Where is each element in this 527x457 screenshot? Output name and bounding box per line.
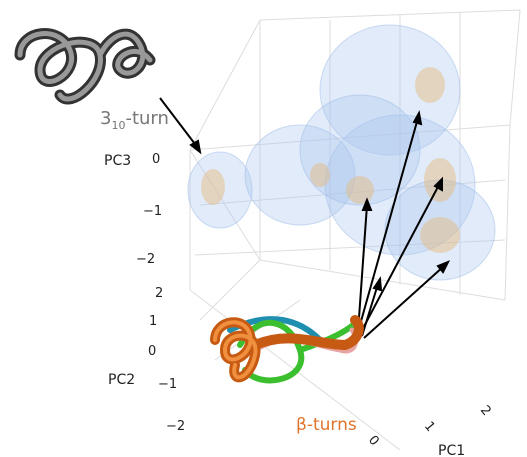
pc2-tick-label: −1 [158, 377, 177, 392]
turn-label: 310-turn [100, 108, 169, 132]
ribbon-beta [215, 319, 360, 380]
pc3-label: PC3 [104, 153, 131, 169]
pc1-tick-label: 2 [477, 403, 494, 419]
beta-label: β-turns [296, 415, 357, 435]
pc2-label: PC2 [108, 372, 135, 388]
turn-suffix: -turn [125, 108, 168, 129]
pc3-tick-label: 0 [152, 152, 160, 167]
pc1-tick-label: 1 [421, 419, 438, 435]
ribbon-310 [20, 34, 150, 99]
pc2-tick-label: −2 [166, 419, 185, 434]
pc2-tick-label: 2 [155, 286, 163, 301]
turn-main: 3 [100, 108, 111, 129]
pc2-tick-label: 0 [148, 344, 156, 359]
pc2-tick-label: 1 [149, 314, 157, 329]
pc3-tick-label: −2 [136, 252, 155, 267]
pc1-label: PC1 [438, 443, 465, 457]
figure: 310-turn β-turns PC3 PC2 PC1 0−1−2210−1−… [0, 0, 527, 457]
turn-sub: 10 [111, 119, 125, 132]
pc3-tick-label: −1 [143, 204, 162, 219]
pc1-tick-label: 0 [365, 433, 382, 449]
